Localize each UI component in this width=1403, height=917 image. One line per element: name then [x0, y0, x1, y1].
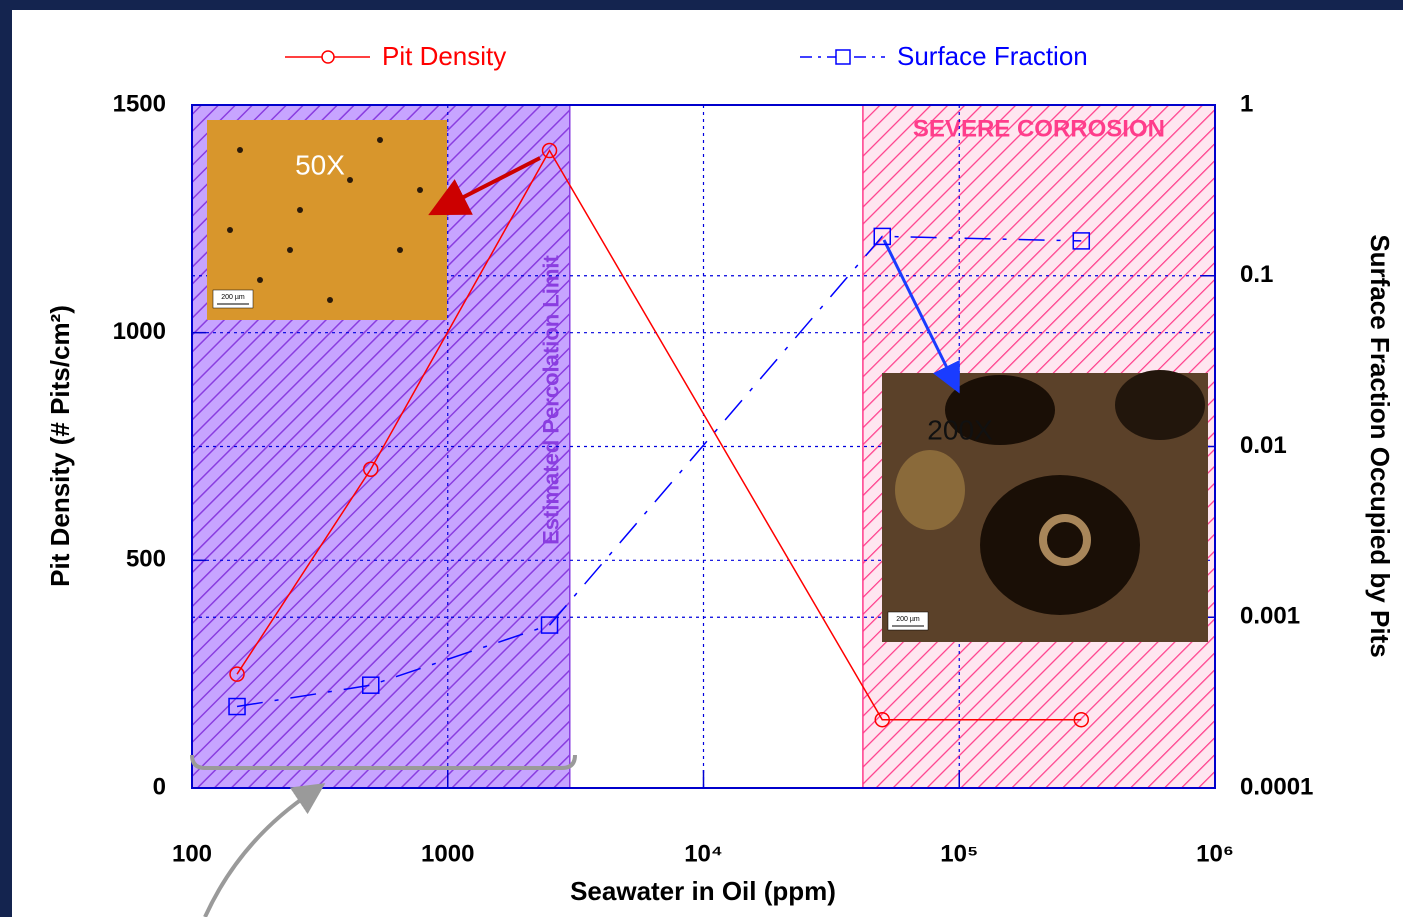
pit-spot: [895, 450, 965, 530]
x-tick-label: 10⁵: [940, 840, 978, 867]
legend-label: Pit Density: [382, 41, 506, 71]
y2-axis-label: Surface Fraction Occupied by Pits: [1365, 234, 1395, 657]
data-point: [873, 227, 892, 246]
data-point: [1073, 711, 1090, 728]
y2-tick-label: 0.0001: [1240, 773, 1313, 800]
region-label: Estimated Percolation Limit: [539, 254, 564, 544]
legend-label: Surface Fraction: [897, 41, 1088, 71]
y-tick-label: 0: [153, 773, 166, 800]
pit-spot: [417, 187, 423, 193]
series-line: [236, 149, 1082, 721]
x-tick-label: 100: [172, 840, 212, 867]
x-tick-label: 10⁶: [1196, 840, 1234, 867]
data-point: [874, 711, 891, 728]
data-point: [1072, 232, 1091, 250]
inset-arrow: [428, 156, 541, 216]
data-point: [228, 697, 246, 716]
pit-spot: [327, 297, 333, 303]
inset-label: 200X: [927, 414, 993, 445]
x-tick-label: 10⁴: [684, 840, 723, 867]
x-tick-label: 1000: [421, 840, 474, 867]
series-line: [236, 235, 1082, 708]
y2-tick-label: 0.01: [1240, 432, 1287, 459]
scale-bar-label: 200 µm: [221, 294, 245, 301]
data-point: [363, 461, 379, 478]
legend-marker: [835, 49, 851, 65]
pit-spot: [237, 147, 243, 153]
x-axis-label: Seawater in Oil (ppm): [570, 876, 836, 906]
y2-tick-label: 0.001: [1240, 603, 1300, 630]
plot-frame: [191, 104, 1216, 789]
y2-tick-label: 1: [1240, 90, 1253, 117]
pit-spot: [347, 177, 353, 183]
pit-spot: [257, 277, 263, 283]
data-point: [362, 676, 380, 694]
pit-spot: [227, 227, 233, 233]
pit-spot: [980, 475, 1140, 615]
y2-tick-label: 0.1: [1240, 261, 1273, 288]
inset-label: 50X: [295, 149, 345, 180]
y-tick-label: 1500: [113, 90, 166, 117]
y-axis-label: Pit Density (# Pits/cm²): [45, 305, 75, 587]
region-label: SEVERE CORROSION: [913, 115, 1165, 142]
legend-marker: [321, 50, 335, 64]
pointer-arrow: [203, 783, 326, 917]
inset-image: [207, 120, 447, 320]
pit-spot: [1115, 370, 1205, 440]
scale-bar-label: 200 µm: [896, 616, 920, 623]
pit-spot: [945, 375, 1055, 445]
y-tick-label: 1000: [113, 318, 166, 345]
pit-spot: [397, 247, 403, 253]
inset-arrow: [882, 239, 960, 394]
pit-spot: [287, 247, 293, 253]
data-point: [541, 142, 558, 159]
y-tick-label: 500: [126, 546, 166, 573]
data-point: [540, 616, 559, 634]
pit-ring: [1039, 514, 1091, 566]
range-bracket: [190, 754, 577, 770]
pit-spot: [297, 207, 303, 213]
data-point: [229, 666, 245, 682]
pit-spot: [377, 137, 383, 143]
